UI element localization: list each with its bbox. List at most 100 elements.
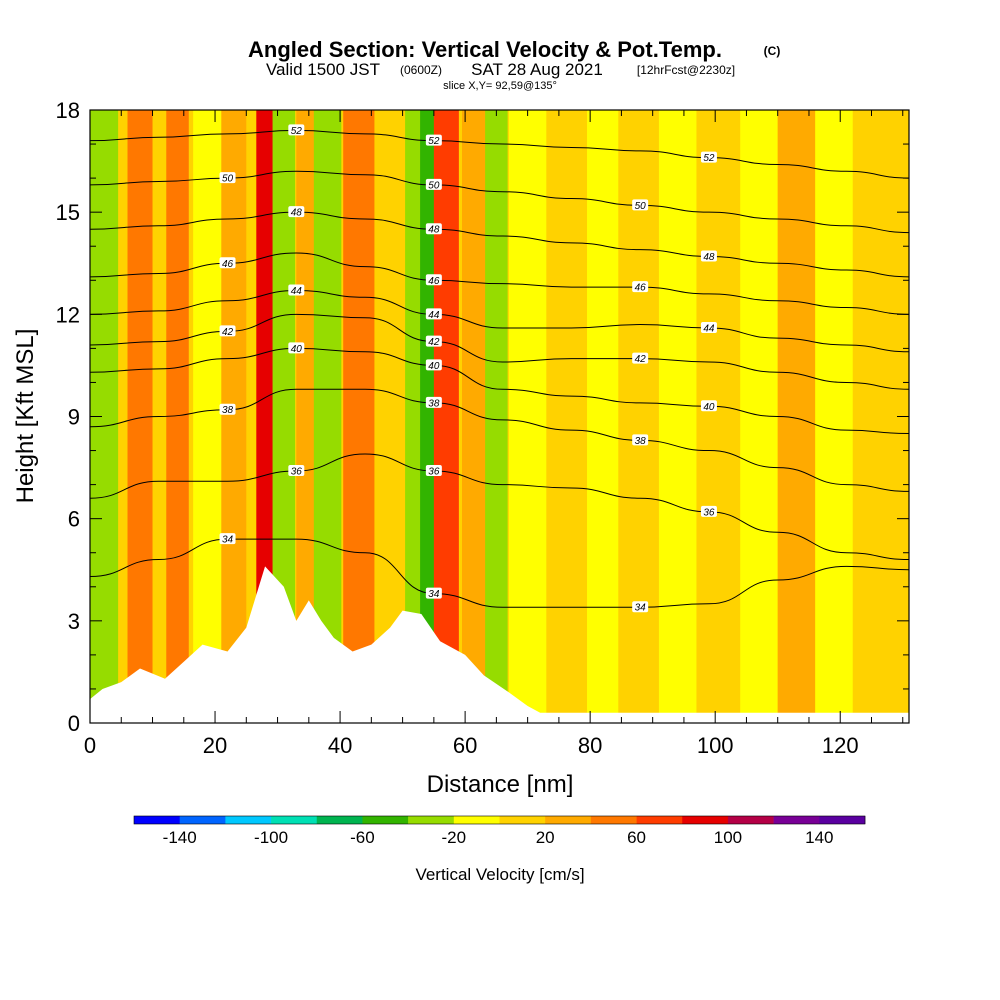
- contour-label: 42: [635, 354, 647, 365]
- contour-label: 36: [291, 466, 303, 477]
- contour-label-bg: [632, 601, 649, 613]
- slice-label: slice X,Y= 92,59@135°: [443, 80, 557, 92]
- contour-label-bg: [288, 124, 305, 136]
- x-axis-ticks: 0 20 40 60 80 100 120: [84, 110, 904, 758]
- velocity-column: [272, 110, 296, 723]
- velocity-column: [702, 110, 741, 723]
- contour-label-bg: [425, 308, 442, 320]
- contour-label: 38: [635, 436, 647, 447]
- velocity-column: [433, 110, 459, 723]
- colorbar-swatch: [545, 816, 592, 824]
- x-axis-label: Distance [nm]: [427, 771, 574, 798]
- contour-label-bg: [632, 434, 649, 446]
- y-tick-label: 3: [68, 609, 80, 634]
- contour-label: 44: [291, 286, 303, 297]
- y-axis-label: Height [Kft MSL]: [12, 329, 39, 504]
- subtitle-forecast: [12hrFcst@2230z]: [637, 63, 735, 77]
- contour-label-bg: [425, 396, 442, 408]
- y-tick-label: 0: [68, 711, 80, 736]
- velocity-column: [193, 110, 225, 723]
- velocity-column: [485, 110, 508, 723]
- contour-label: 40: [703, 402, 715, 413]
- contour-36: [90, 453, 909, 561]
- plot-area: 34 34 34 36 36 36 38 38 38 40 40 40 42 42 42 44 44 44 46 46…: [89, 109, 910, 724]
- velocity-column: [621, 110, 659, 723]
- contour-label: 48: [291, 208, 303, 219]
- velocity-column: [343, 110, 375, 723]
- colorbar-swatch: [819, 816, 866, 824]
- contour-label: 42: [428, 337, 440, 348]
- contour-label-bg: [700, 250, 717, 262]
- colorbar-swatch: [682, 816, 729, 824]
- subtitle-valid: Valid 1500 JST: [266, 60, 380, 79]
- contour-label-bg: [425, 223, 442, 235]
- contour-label-bg: [219, 403, 236, 415]
- velocity-column: [815, 110, 853, 723]
- subtitle-zulu: (0600Z): [400, 63, 442, 77]
- velocity-column: [546, 110, 584, 723]
- colorbar-label: 100: [714, 828, 742, 847]
- colorbar-swatch: [499, 816, 546, 824]
- chart-title-units: (C): [764, 44, 781, 58]
- x-tick-label: 60: [453, 733, 477, 758]
- colorbar-label: -20: [442, 828, 467, 847]
- y-tick-label: 6: [68, 507, 80, 532]
- contour-label-bg: [288, 206, 305, 218]
- contour-label: 46: [222, 259, 234, 270]
- contour-label: 38: [222, 405, 234, 416]
- contour-label: 38: [428, 398, 440, 409]
- contour-label-bg: [425, 134, 442, 146]
- contour-label: 40: [428, 361, 440, 372]
- contour-label: 42: [222, 327, 234, 338]
- contour-label: 34: [428, 589, 440, 600]
- contour-label-bg: [700, 151, 717, 163]
- colorbar-labels: -140 -100 -60 -20 20 60 100 140: [163, 828, 834, 847]
- contour-label-bg: [288, 464, 305, 476]
- contour-label: 52: [428, 136, 440, 147]
- velocity-column: [587, 110, 619, 723]
- contour-label-bg: [700, 321, 717, 333]
- contour-label: 46: [635, 283, 647, 294]
- colorbar-swatch: [636, 816, 683, 824]
- colorbar-swatch: [271, 816, 318, 824]
- contour-label-bg: [219, 257, 236, 269]
- contour-label: 36: [703, 507, 715, 518]
- terrain-profile: [90, 566, 909, 723]
- contour-label-bg: [425, 587, 442, 599]
- contour-48: [90, 211, 909, 278]
- contour-label-bg: [632, 199, 649, 211]
- contour-label: 52: [291, 126, 303, 137]
- contour-label: 44: [428, 310, 440, 321]
- colorbar-border: [133, 815, 866, 825]
- x-tick-label: 20: [203, 733, 227, 758]
- colorbar-swatch: [453, 816, 500, 824]
- velocity-column: [256, 110, 274, 723]
- velocity-column: [221, 110, 247, 723]
- x-tick-label: 40: [328, 733, 352, 758]
- contour-label-bg: [700, 400, 717, 412]
- contour-label-bg: [632, 352, 649, 364]
- chart-title-group: Angled Section: Vertical Velocity & Pot.…: [248, 37, 780, 92]
- colorbar-swatch: [590, 816, 637, 824]
- contour-label: 40: [291, 344, 303, 355]
- x-tick-label: 120: [822, 733, 859, 758]
- contour-label-bg: [632, 281, 649, 293]
- colorbar: -140 -100 -60 -20 20 60 100 140 Vertical Veloci…: [133, 815, 866, 884]
- contour-label: 50: [428, 180, 440, 191]
- colorbar-swatch: [134, 816, 180, 824]
- y-tick-label: 9: [68, 405, 80, 430]
- colorbar-label: -100: [254, 828, 288, 847]
- contour-label-bg: [219, 533, 236, 545]
- contour-label: 46: [428, 276, 440, 287]
- contour-label: 34: [635, 603, 647, 614]
- velocity-column: [858, 110, 897, 723]
- contour-label: 50: [635, 201, 647, 212]
- colorbar-swatch: [408, 816, 455, 824]
- colorbar-label: 140: [805, 828, 833, 847]
- contour-label-bg: [425, 274, 442, 286]
- velocity-column: [166, 110, 189, 723]
- contour-52: [90, 129, 909, 179]
- contour-label-bg: [219, 325, 236, 337]
